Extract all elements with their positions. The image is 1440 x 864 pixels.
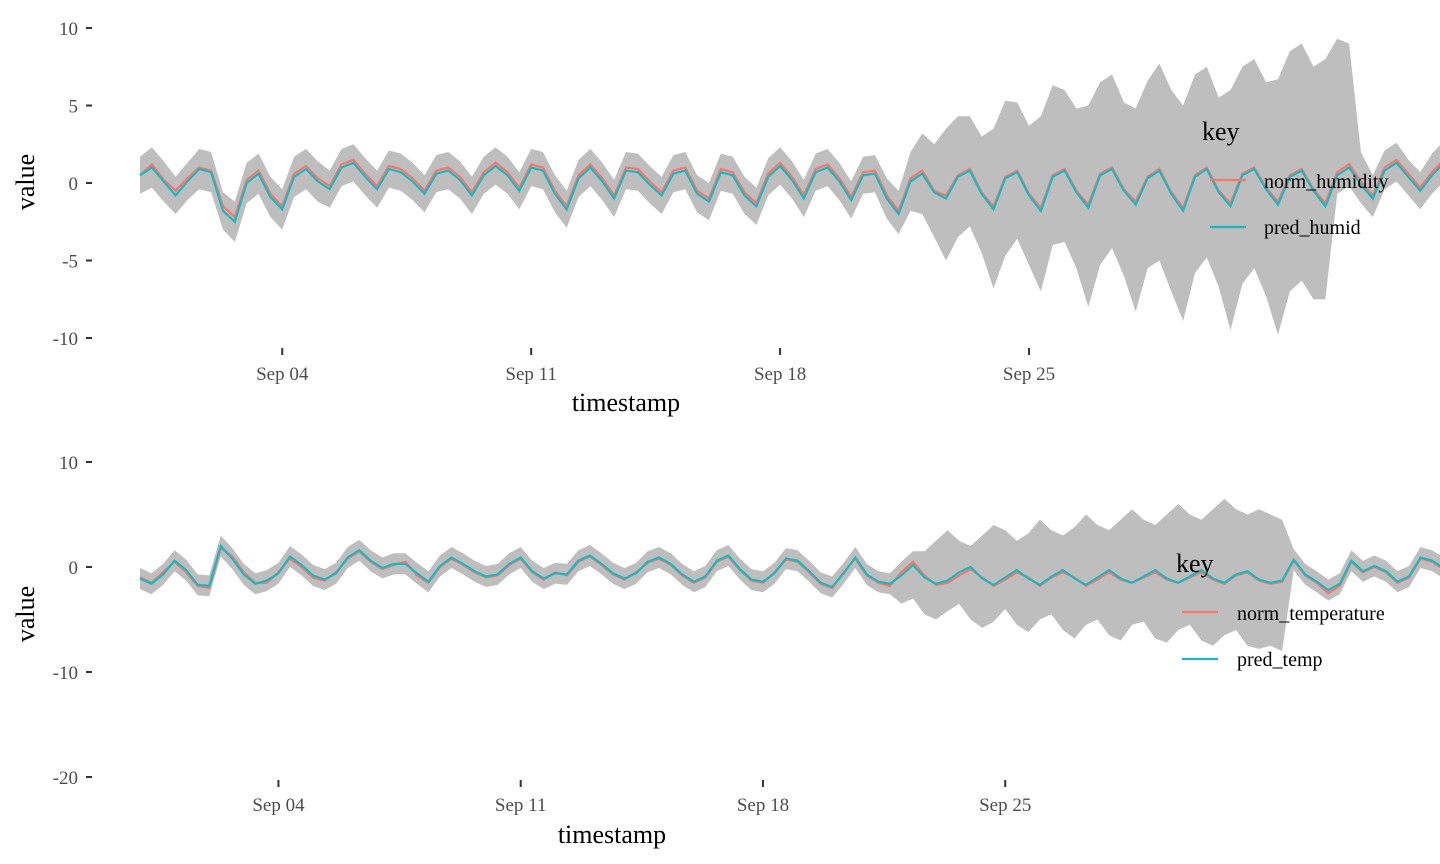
y-tick-label: 10 [59, 19, 78, 40]
humidity-y-axis: 10 5 0 -5 -10 [53, 19, 92, 350]
y-tick-label: 5 [69, 97, 79, 118]
legend-item-norm-humidity: norm_humidity [1210, 171, 1388, 193]
legend-label-pred-temp: pred_temp [1237, 649, 1323, 671]
temperature-plot-area [139, 498, 1440, 651]
pred-humid-line [139, 161, 1440, 224]
humidity-plot-area [139, 38, 1440, 335]
temperature-panel: 10 0 -10 -20 Sep 04 Sep 11 Sep 18 Sep 25 times… [11, 453, 1440, 849]
humidity-x-axis-title: timestamp [572, 388, 680, 417]
humidity-panel: 10 5 0 -5 -10 Sep 04 Sep 11 Sep 18 Sep 25 times… [11, 19, 1440, 417]
temperature-legend-title: key [1176, 549, 1214, 578]
temperature-x-axis-title: timestamp [558, 820, 666, 849]
temperature-legend: key norm_temperature pred_temp [1176, 549, 1385, 671]
humidity-legend-title: key [1202, 117, 1240, 146]
x-tick-label: Sep 11 [495, 795, 547, 816]
legend-item-pred-humid: pred_humid [1210, 217, 1361, 239]
temperature-x-axis: Sep 04 Sep 11 Sep 18 Sep 25 [252, 780, 1031, 816]
temperature-y-axis-title: value [11, 586, 40, 642]
legend-item-norm-temperature: norm_temperature [1182, 603, 1385, 625]
y-tick-label: 0 [69, 558, 79, 579]
legend-label-norm-humidity: norm_humidity [1264, 171, 1388, 193]
legend-label-pred-humid: pred_humid [1264, 217, 1361, 239]
x-tick-label: Sep 04 [256, 364, 309, 385]
y-tick-label: 10 [59, 453, 78, 474]
x-tick-label: Sep 04 [252, 795, 305, 816]
x-tick-label: Sep 25 [979, 795, 1031, 816]
temperature-confidence-ribbon [140, 498, 1440, 651]
y-tick-label: 0 [69, 174, 79, 195]
pred-temp-line [139, 543, 1440, 592]
y-tick-label: -20 [53, 768, 78, 789]
temperature-y-axis: 10 0 -10 -20 [53, 453, 92, 789]
legend-item-pred-temp: pred_temp [1182, 649, 1323, 671]
y-tick-label: -10 [53, 329, 78, 350]
humidity-legend: key norm_humidity pred_humid [1202, 117, 1388, 239]
y-tick-label: -10 [53, 663, 78, 684]
y-tick-label: -5 [62, 252, 78, 273]
legend-label-norm-temperature: norm_temperature [1237, 603, 1385, 625]
x-tick-label: Sep 18 [754, 364, 806, 385]
x-tick-label: Sep 25 [1003, 364, 1055, 385]
humidity-confidence-ribbon [140, 38, 1440, 335]
humidity-x-axis: Sep 04 Sep 11 Sep 18 Sep 25 [256, 348, 1055, 385]
x-tick-label: Sep 18 [737, 795, 789, 816]
x-tick-label: Sep 11 [505, 364, 557, 385]
humidity-y-axis-title: value [11, 154, 40, 210]
